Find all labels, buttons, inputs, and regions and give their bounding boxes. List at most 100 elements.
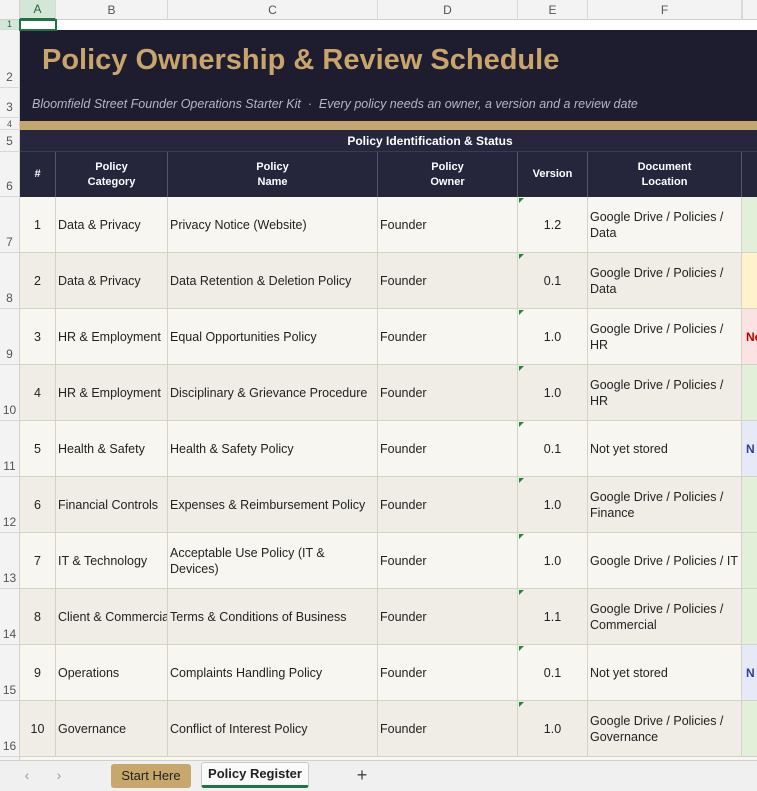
version: 1.0 xyxy=(518,701,588,757)
text-number-flag xyxy=(519,310,524,315)
status-cell: N xyxy=(742,645,757,701)
policy-owner: Founder xyxy=(378,533,518,589)
policy-name: Acceptable Use Policy (IT & Devices) xyxy=(168,533,378,589)
text-number-flag xyxy=(519,422,524,427)
policy-owner: Founder xyxy=(378,309,518,365)
row-number: 16 xyxy=(0,701,20,757)
policy-name: Conflict of Interest Policy xyxy=(168,701,378,757)
status-cell xyxy=(742,365,757,421)
row-index: 7 xyxy=(20,533,56,589)
document-location: Google Drive / Policies / Commercial xyxy=(588,589,742,645)
version: 1.2 xyxy=(518,197,588,253)
policy-name: Privacy Notice (Website) xyxy=(168,197,378,253)
policy-owner: Founder xyxy=(378,645,518,701)
text-number-flag xyxy=(519,534,524,539)
row-number: 7 xyxy=(0,197,20,253)
document-location: Google Drive / Policies / Data xyxy=(588,197,742,253)
status-cell: Ne xyxy=(742,309,757,365)
status-cell xyxy=(742,589,757,645)
select-all-corner xyxy=(0,0,20,20)
document-location: Google Drive / Policies / HR xyxy=(588,365,742,421)
text-number-flag xyxy=(519,590,524,595)
text-number-flag xyxy=(519,198,524,203)
section-header: Policy Identification & Status xyxy=(347,134,513,148)
document-location: Not yet stored xyxy=(588,421,742,477)
section-band xyxy=(20,130,757,152)
title-band xyxy=(20,30,757,118)
policy-category: Data & Privacy xyxy=(56,197,168,253)
document-location: Not yet stored xyxy=(588,645,742,701)
column-letter: F xyxy=(588,0,742,20)
column-heading: Policy Category xyxy=(56,152,168,197)
document-location: Google Drive / Policies / Data xyxy=(588,253,742,309)
version: 1.0 xyxy=(518,533,588,589)
version: 1.0 xyxy=(518,365,588,421)
status-cell xyxy=(742,701,757,757)
row-index: 9 xyxy=(20,645,56,701)
row-index: 10 xyxy=(20,701,56,757)
policy-category: HR & Employment xyxy=(56,309,168,365)
column-header-bar xyxy=(0,0,757,20)
row-number: 3 xyxy=(0,88,20,118)
sheet-subtitle: Bloomfield Street Founder Operations Sta… xyxy=(32,97,638,111)
policy-category: HR & Employment xyxy=(56,365,168,421)
policy-category: Operations xyxy=(56,645,168,701)
status-cell xyxy=(742,253,757,309)
row-number: 8 xyxy=(0,253,20,309)
row-index: 2 xyxy=(20,253,56,309)
row-index: 5 xyxy=(20,421,56,477)
status-cell xyxy=(742,477,757,533)
row-number: 6 xyxy=(0,152,20,197)
add-sheet[interactable]: + xyxy=(356,765,368,785)
document-location: Google Drive / Policies / IT xyxy=(588,533,742,589)
column-heading: Policy Name xyxy=(168,152,378,197)
version: 1.1 xyxy=(518,589,588,645)
column-letter: D xyxy=(378,0,518,20)
policy-name: Expenses & Reimbursement Policy xyxy=(168,477,378,533)
column-heading: Document Location xyxy=(588,152,742,197)
text-number-flag xyxy=(519,702,524,707)
sheet-tab-active[interactable]: Policy Register xyxy=(201,762,309,788)
policy-category: Governance xyxy=(56,701,168,757)
policy-category: Financial Controls xyxy=(56,477,168,533)
policy-owner: Founder xyxy=(378,477,518,533)
status-cell: N xyxy=(742,421,757,477)
selected-cell xyxy=(19,19,57,31)
policy-category: IT & Technology xyxy=(56,533,168,589)
row-number: 1 xyxy=(0,20,20,30)
divider-dark xyxy=(20,118,757,121)
text-number-flag xyxy=(519,254,524,259)
version: 0.1 xyxy=(518,253,588,309)
row-number: 15 xyxy=(0,645,20,701)
row-number: 11 xyxy=(0,421,20,477)
row-number: 10 xyxy=(0,365,20,421)
policy-name: Terms & Conditions of Business xyxy=(168,589,378,645)
column-letter-blank xyxy=(742,0,757,20)
row-index: 8 xyxy=(20,589,56,645)
row-number: 5 xyxy=(0,130,20,152)
policy-name: Disciplinary & Grievance Procedure xyxy=(168,365,378,421)
policy-owner: Founder xyxy=(378,253,518,309)
row-index: 6 xyxy=(20,477,56,533)
row-number: 2 xyxy=(0,30,20,88)
column-letter: E xyxy=(518,0,588,20)
row-index: 4 xyxy=(20,365,56,421)
scroll-left[interactable]: ‹ xyxy=(24,767,30,783)
policy-name: Equal Opportunities Policy xyxy=(168,309,378,365)
column-heading-g xyxy=(742,152,757,197)
policy-category: Client & Commercial xyxy=(56,589,168,645)
row-number: 13 xyxy=(0,533,20,589)
column-heading: Policy Owner xyxy=(378,152,518,197)
version: 1.0 xyxy=(518,309,588,365)
column-letter: C xyxy=(168,0,378,20)
document-location: Google Drive / Policies / Governance xyxy=(588,701,742,757)
gold-divider xyxy=(20,121,757,130)
policy-owner: Founder xyxy=(378,589,518,645)
row-number: 12 xyxy=(0,477,20,533)
sheet-tab[interactable]: Start Here xyxy=(111,764,191,788)
scroll-right[interactable]: › xyxy=(56,767,62,783)
status-cell xyxy=(742,197,757,253)
text-number-flag xyxy=(519,478,524,483)
row-index: 3 xyxy=(20,309,56,365)
